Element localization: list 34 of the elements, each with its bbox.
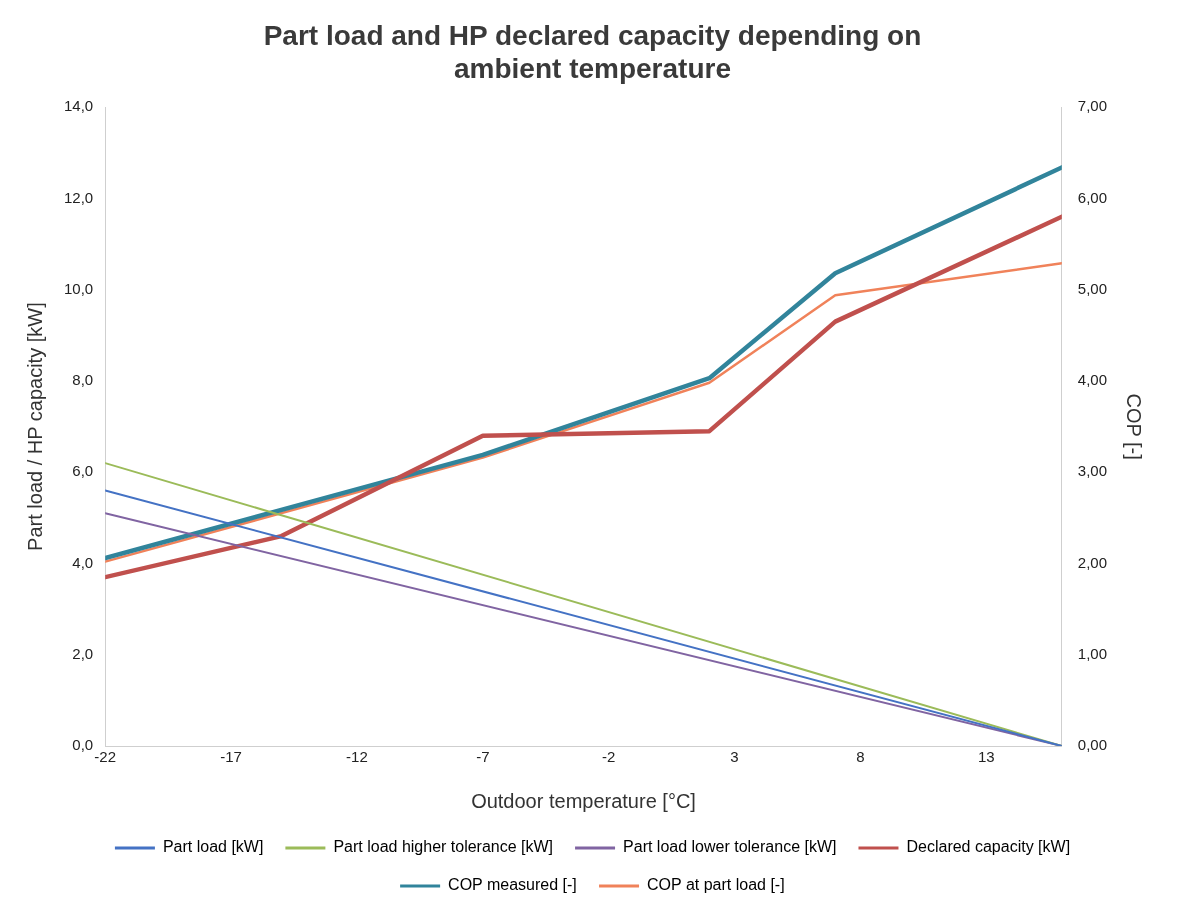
x-tick-label: 3	[730, 748, 739, 766]
y-tick-label: 2,0	[72, 644, 94, 662]
y2-tick-label: 0,00	[1077, 736, 1108, 754]
y-tick-label: 0,0	[72, 736, 94, 754]
y2-tick-label: 6,00	[1077, 188, 1108, 206]
x-axis-title: Outdoor temperature [°C]	[471, 789, 696, 812]
y2-tick-label: 2,00	[1077, 553, 1108, 571]
legend-label: Part load [kW]	[162, 838, 264, 856]
x-tick-label: 13	[977, 748, 995, 766]
y-tick-label: 6,0	[72, 462, 94, 480]
y2-tick-label: 3,00	[1077, 462, 1108, 480]
legend-label: Part load higher tolerance [kW]	[333, 838, 554, 856]
legend-label: Declared capacity [kW]	[906, 838, 1071, 856]
legend-label: Part load lower tolerance [kW]	[623, 838, 837, 856]
x-tick-label: -22	[94, 748, 117, 766]
x-tick-label: -17	[220, 748, 242, 766]
y-axis-title: Part load / HP capacity [kW]	[23, 302, 46, 551]
x-tick-label: -2	[602, 748, 616, 766]
y2-tick-label: 7,00	[1077, 97, 1108, 115]
y2-tick-label: 5,00	[1077, 279, 1108, 297]
y2-axis-title: COP [-]	[1123, 393, 1146, 460]
y2-tick-label: 1,00	[1077, 644, 1108, 662]
y-tick-label: 12,0	[63, 188, 94, 206]
legend-label: COP measured [-]	[448, 876, 577, 894]
x-tick-label: -12	[346, 748, 368, 766]
legend-label: COP at part load [-]	[647, 876, 785, 894]
x-tick-label: 8	[856, 748, 865, 766]
x-tick-label: -7	[476, 748, 490, 766]
chart-title: Part load and HP declared capacity depending on ambient temperature	[263, 19, 922, 85]
y-tick-label: 14,0	[63, 97, 94, 115]
y-tick-label: 10,0	[63, 279, 94, 297]
y-tick-label: 4,0	[72, 553, 94, 571]
y2-tick-label: 4,00	[1077, 371, 1108, 389]
y-tick-label: 8,0	[72, 371, 94, 389]
